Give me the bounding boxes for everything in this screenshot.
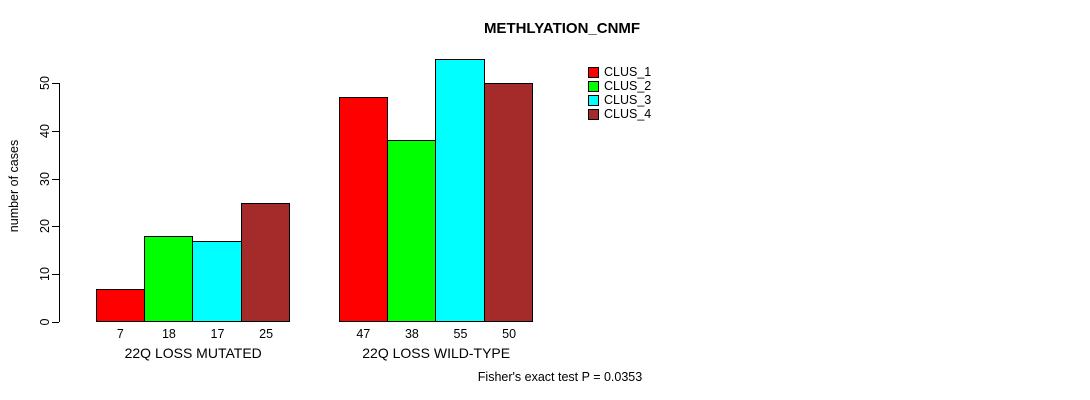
- legend-item: CLUS_1: [588, 65, 651, 79]
- legend-item: CLUS_4: [588, 107, 651, 121]
- legend-label: CLUS_1: [604, 65, 652, 79]
- legend-swatch-clus_4: [588, 108, 599, 120]
- y-axis-tick: [52, 83, 59, 84]
- legend-swatch-clus_3: [588, 94, 599, 106]
- bar-value-label: 50: [502, 327, 517, 341]
- y-axis-tick: [52, 226, 59, 227]
- y-axis-tick-label: 40: [38, 123, 52, 138]
- y-axis-tick-label: 20: [38, 219, 52, 234]
- y-axis-tick: [52, 274, 59, 275]
- bar-clus_3: [192, 240, 242, 322]
- bar-clus_2: [386, 140, 437, 322]
- legend-label: CLUS_3: [604, 93, 652, 107]
- y-axis-line: [59, 83, 60, 322]
- y-axis-label: number of cases: [7, 139, 21, 233]
- legend-label: CLUS_2: [604, 79, 652, 93]
- bar-value-label: 7: [116, 327, 124, 341]
- legend-swatch-clus_1: [588, 66, 599, 78]
- y-axis-tick-label: 30: [38, 171, 52, 186]
- legend-label: CLUS_4: [604, 107, 652, 121]
- bar-clus_4: [483, 83, 534, 322]
- bar-value-label: 17: [210, 327, 225, 341]
- bar-value-label: 25: [259, 327, 274, 341]
- bar-value-label: 18: [161, 327, 176, 341]
- legend-item: CLUS_2: [588, 79, 651, 93]
- legend-swatch-clus_2: [588, 80, 599, 92]
- x-axis-category-label: 22Q LOSS WILD-TYPE: [362, 345, 511, 361]
- bar-value-label: 55: [453, 327, 468, 341]
- y-axis-tick-label: 50: [38, 76, 52, 90]
- bar-clus_3: [435, 59, 485, 322]
- bar-value-label: 38: [404, 327, 419, 341]
- y-axis-tick-label: 10: [38, 267, 52, 282]
- y-axis-tick-label: 0: [38, 318, 52, 326]
- chart-title: METHLYATION_CNMF: [483, 20, 641, 37]
- bar-clus_2: [143, 235, 194, 322]
- bar-value-label: 47: [356, 327, 371, 341]
- legend: CLUS_1 CLUS_2 CLUS_3 CLUS_4: [588, 65, 651, 121]
- y-axis-tick: [52, 322, 59, 323]
- fisher-test-note: Fisher's exact test P = 0.0353: [477, 370, 643, 384]
- legend-item: CLUS_3: [588, 93, 651, 107]
- y-axis-tick: [52, 131, 59, 132]
- x-axis-category-label: 22Q LOSS MUTATED: [124, 345, 262, 361]
- y-axis-tick: [52, 179, 59, 180]
- bar-clus_1: [96, 288, 145, 322]
- bar-clus_4: [240, 202, 291, 322]
- bar-clus_1: [339, 97, 388, 322]
